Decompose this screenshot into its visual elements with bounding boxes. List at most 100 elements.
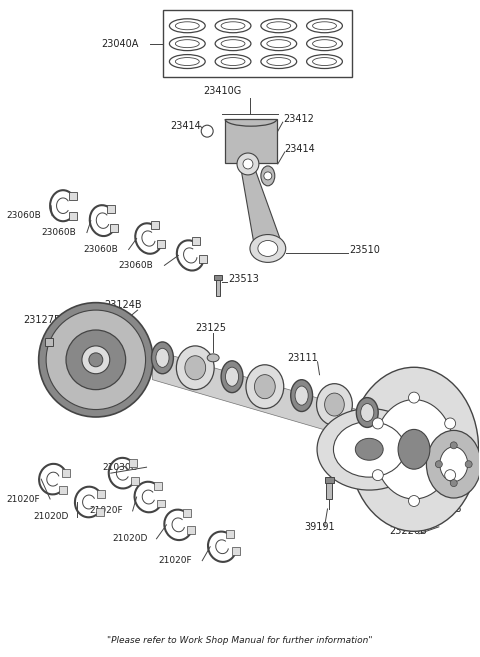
Bar bbox=[97, 490, 105, 498]
Text: 23513: 23513 bbox=[228, 274, 259, 284]
Text: 23211B: 23211B bbox=[369, 409, 407, 420]
Ellipse shape bbox=[215, 55, 251, 68]
Ellipse shape bbox=[221, 361, 243, 393]
Ellipse shape bbox=[237, 153, 259, 175]
Bar bbox=[324, 477, 335, 483]
Ellipse shape bbox=[221, 39, 245, 48]
Text: 23060B: 23060B bbox=[119, 261, 154, 270]
Ellipse shape bbox=[221, 58, 245, 66]
Text: 23060B: 23060B bbox=[83, 245, 118, 254]
Text: 23410G: 23410G bbox=[203, 86, 241, 97]
Ellipse shape bbox=[435, 461, 443, 468]
Text: 23412: 23412 bbox=[283, 114, 313, 124]
Ellipse shape bbox=[264, 172, 272, 180]
Text: 23060B: 23060B bbox=[41, 228, 76, 237]
Ellipse shape bbox=[398, 430, 430, 469]
Bar bbox=[62, 468, 70, 476]
Ellipse shape bbox=[175, 22, 199, 30]
Ellipse shape bbox=[334, 421, 405, 477]
Ellipse shape bbox=[152, 342, 173, 374]
Ellipse shape bbox=[450, 480, 457, 487]
Text: 23311B: 23311B bbox=[424, 504, 461, 514]
Bar bbox=[199, 256, 207, 263]
Ellipse shape bbox=[408, 495, 420, 507]
Ellipse shape bbox=[356, 397, 378, 428]
Ellipse shape bbox=[312, 39, 336, 48]
Text: 23414: 23414 bbox=[170, 121, 201, 131]
Ellipse shape bbox=[175, 58, 199, 66]
Bar bbox=[69, 212, 77, 219]
Ellipse shape bbox=[307, 55, 342, 68]
Ellipse shape bbox=[307, 19, 342, 33]
Text: 23127B: 23127B bbox=[23, 315, 61, 325]
Ellipse shape bbox=[254, 374, 275, 399]
Bar bbox=[59, 486, 67, 494]
Ellipse shape bbox=[444, 470, 456, 481]
Text: 21030C: 21030C bbox=[103, 463, 138, 472]
Ellipse shape bbox=[261, 19, 297, 33]
Ellipse shape bbox=[360, 403, 374, 421]
Text: "Please refer to Work Shop Manual for further information": "Please refer to Work Shop Manual for fu… bbox=[107, 636, 373, 645]
Bar bbox=[130, 459, 137, 467]
Ellipse shape bbox=[440, 447, 468, 482]
Text: 23226B: 23226B bbox=[389, 526, 427, 536]
Ellipse shape bbox=[89, 353, 103, 367]
Bar bbox=[96, 508, 104, 516]
Text: 23125: 23125 bbox=[195, 323, 226, 333]
Ellipse shape bbox=[176, 346, 214, 390]
Text: 21020F: 21020F bbox=[6, 495, 40, 503]
Bar bbox=[188, 526, 195, 534]
Bar bbox=[110, 225, 118, 233]
Ellipse shape bbox=[267, 22, 291, 30]
Ellipse shape bbox=[169, 19, 205, 33]
Bar bbox=[45, 338, 53, 346]
Text: 23111: 23111 bbox=[288, 353, 318, 363]
Ellipse shape bbox=[207, 354, 219, 362]
Text: 39191: 39191 bbox=[305, 522, 335, 532]
Polygon shape bbox=[241, 169, 282, 254]
Ellipse shape bbox=[226, 367, 239, 386]
Ellipse shape bbox=[317, 409, 421, 490]
Ellipse shape bbox=[261, 55, 297, 68]
Bar bbox=[183, 509, 192, 517]
Bar bbox=[157, 499, 165, 507]
Ellipse shape bbox=[267, 58, 291, 66]
Ellipse shape bbox=[185, 355, 205, 380]
Bar bbox=[155, 482, 162, 490]
Ellipse shape bbox=[372, 418, 384, 429]
Bar bbox=[131, 477, 139, 485]
Ellipse shape bbox=[175, 39, 199, 48]
Ellipse shape bbox=[372, 470, 384, 481]
Ellipse shape bbox=[221, 22, 245, 30]
Bar bbox=[151, 221, 159, 229]
Text: 21020F: 21020F bbox=[158, 556, 192, 565]
Ellipse shape bbox=[355, 438, 383, 461]
Text: 21020D: 21020D bbox=[33, 512, 69, 522]
Bar bbox=[216, 281, 220, 296]
Ellipse shape bbox=[243, 159, 253, 169]
Bar bbox=[164, 10, 352, 78]
Text: 23510: 23510 bbox=[349, 246, 380, 256]
Ellipse shape bbox=[324, 393, 344, 416]
Ellipse shape bbox=[82, 346, 110, 374]
Ellipse shape bbox=[169, 37, 205, 51]
Ellipse shape bbox=[295, 386, 308, 405]
Ellipse shape bbox=[408, 392, 420, 403]
Ellipse shape bbox=[215, 19, 251, 33]
Ellipse shape bbox=[169, 55, 205, 68]
Text: 21020F: 21020F bbox=[89, 507, 122, 516]
Ellipse shape bbox=[246, 365, 284, 409]
Ellipse shape bbox=[291, 380, 312, 411]
Ellipse shape bbox=[215, 37, 251, 51]
Ellipse shape bbox=[465, 461, 472, 468]
Bar bbox=[231, 547, 240, 555]
Ellipse shape bbox=[46, 310, 145, 409]
Ellipse shape bbox=[349, 367, 479, 532]
Bar bbox=[225, 119, 277, 163]
Ellipse shape bbox=[444, 418, 456, 429]
Bar bbox=[156, 240, 165, 248]
Bar bbox=[214, 275, 222, 281]
Text: 23414: 23414 bbox=[285, 144, 315, 154]
Ellipse shape bbox=[374, 399, 454, 499]
Bar bbox=[69, 192, 77, 200]
